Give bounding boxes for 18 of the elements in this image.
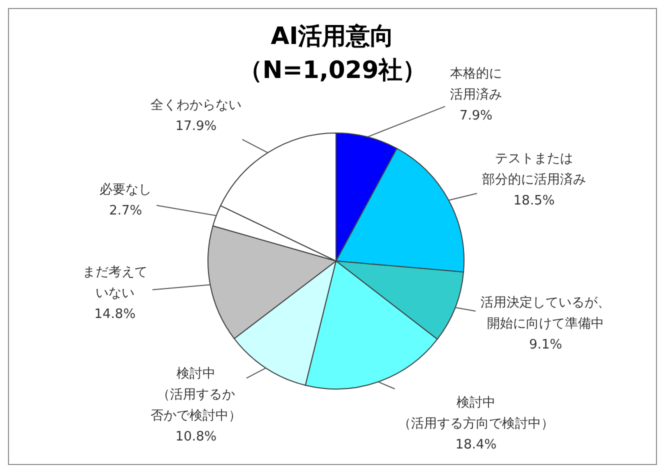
data-label: 9.1% [529,337,562,352]
slice-label: 全くわからない [150,97,242,112]
slice-label: 検討中（活用するか否かで検討中） [150,366,242,423]
slice-label: 本格的に活用済み [450,66,502,102]
slice-label: 必要なし [100,182,152,198]
data-label: 18.4% [455,436,497,452]
data-label: 18.5% [513,192,555,208]
data-label: 10.8% [175,428,217,444]
slice-label: 活用決定しているが、開始に向けて準備中 [480,295,611,332]
data-label: 2.7% [109,203,142,218]
chart-subtitle: （N=1,029社） [238,56,427,84]
data-label: 17.9% [175,118,217,134]
slice-label: テストまたは部分的に活用済み [482,150,586,187]
data-label: 7.9% [459,108,493,123]
data-label: 14.8% [94,306,136,322]
slice-label: まだ考えていない [82,264,148,300]
chart-title: AI活用意向 [270,21,396,52]
slice-label: 検討中（活用する方向で検討中） [398,394,554,431]
